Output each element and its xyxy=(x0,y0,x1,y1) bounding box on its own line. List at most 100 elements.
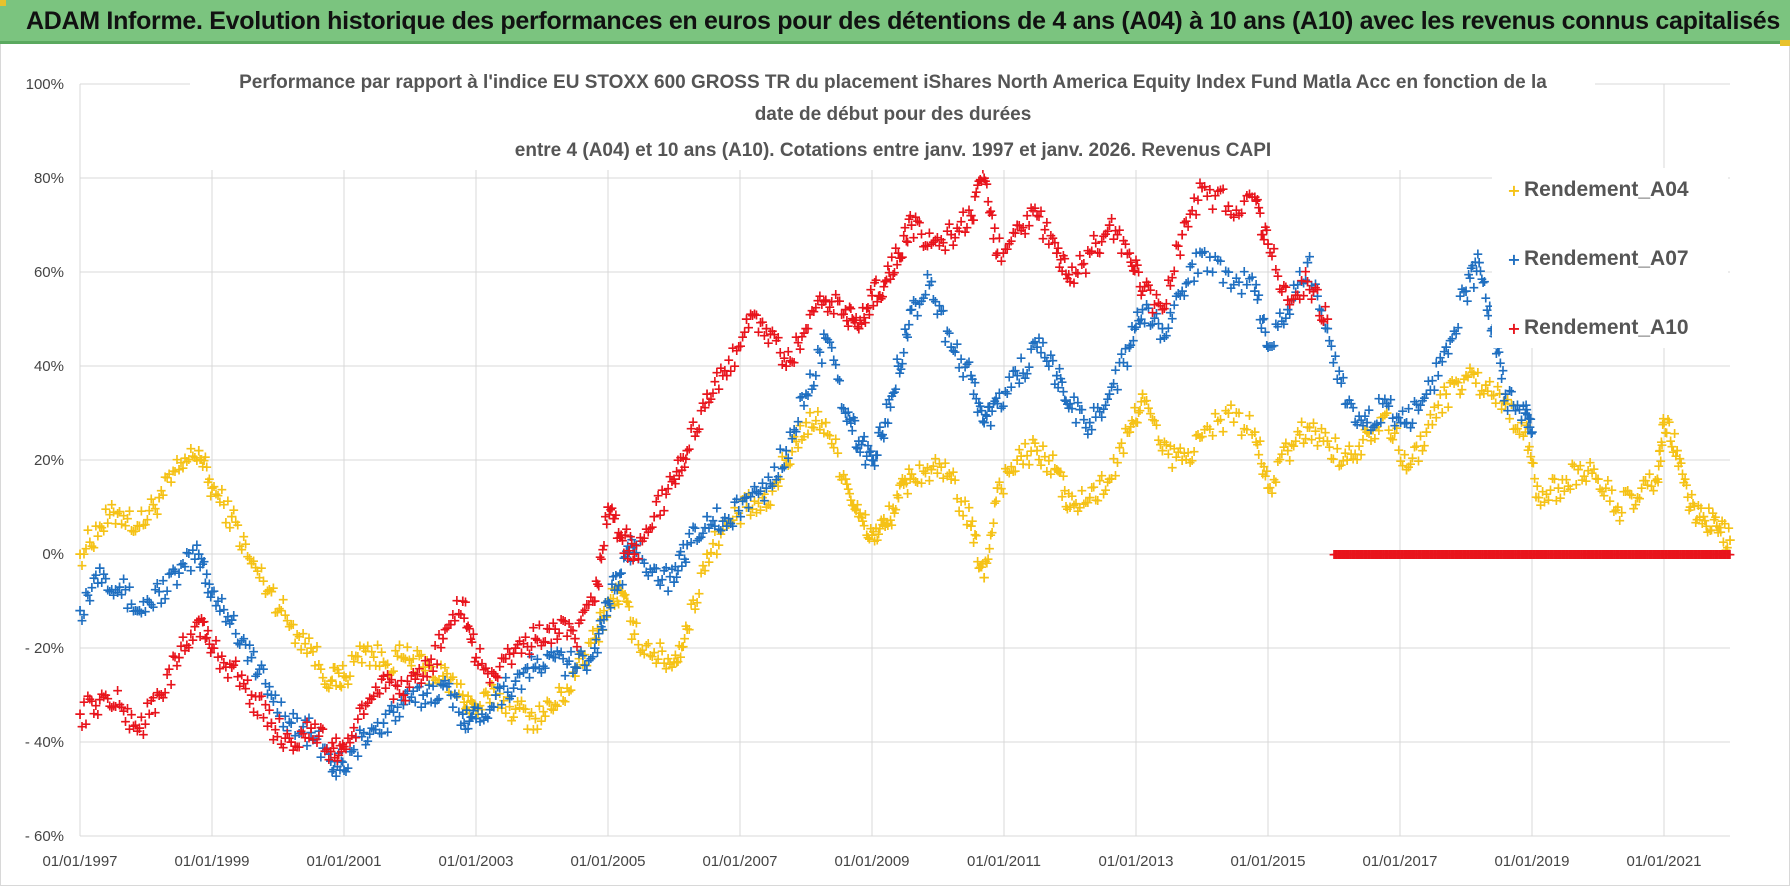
data-point: + xyxy=(198,453,210,469)
data-point: + xyxy=(1141,393,1153,409)
data-point: + xyxy=(1678,475,1690,491)
data-point: + xyxy=(287,617,299,633)
y-tick-label: 100% xyxy=(26,76,64,93)
data-point: + xyxy=(842,481,854,497)
data-point: + xyxy=(764,497,776,513)
data-point: + xyxy=(904,471,916,487)
data-point: + xyxy=(307,733,319,749)
data-point: + xyxy=(1304,249,1316,265)
data-point: + xyxy=(622,595,634,611)
data-point: + xyxy=(226,611,239,629)
data-point: + xyxy=(1259,469,1271,485)
data-point: + xyxy=(106,582,118,598)
data-point: + xyxy=(581,658,593,674)
data-point: + xyxy=(1519,423,1532,441)
data-point: + xyxy=(719,513,731,529)
data-point: + xyxy=(549,695,562,713)
data-point: + xyxy=(1656,438,1668,454)
data-point: + xyxy=(94,517,107,535)
x-tick-label: 01/01/2011 xyxy=(967,853,1041,870)
data-point: + xyxy=(985,418,997,434)
data-point: + xyxy=(96,520,108,536)
data-point: + xyxy=(723,511,735,527)
data-point: + xyxy=(1080,265,1092,281)
data-point: + xyxy=(607,569,619,585)
data-point: + xyxy=(1059,483,1071,499)
data-point: + xyxy=(853,507,866,525)
data-point: + xyxy=(461,702,473,718)
data-point: + xyxy=(1106,471,1118,487)
data-point: + xyxy=(185,563,197,579)
data-point: + xyxy=(356,655,368,671)
data-point: + xyxy=(1428,399,1440,415)
data-point: + xyxy=(518,665,530,681)
data-point: + xyxy=(685,597,697,613)
data-point: + xyxy=(844,486,856,502)
data-point: + xyxy=(654,578,666,594)
data-point: + xyxy=(228,608,240,624)
data-point: + xyxy=(565,682,577,698)
data-point: + xyxy=(1051,460,1064,478)
data-point: + xyxy=(786,444,798,460)
data-point: + xyxy=(1188,444,1200,460)
data-point: + xyxy=(1602,473,1614,489)
data-point: + xyxy=(1064,395,1077,413)
data-point: + xyxy=(240,637,252,653)
data-point: + xyxy=(1266,485,1278,501)
data-point: + xyxy=(1162,446,1174,462)
data-point: + xyxy=(92,575,104,591)
data-point: + xyxy=(425,659,437,675)
data-point: + xyxy=(1123,423,1136,441)
data-point: + xyxy=(905,301,918,319)
data-point: + xyxy=(1460,282,1473,300)
data-point: + xyxy=(1631,489,1644,507)
data-point: + xyxy=(599,595,611,611)
data-point: + xyxy=(1640,473,1652,489)
data-point: + xyxy=(662,584,674,600)
data-point: + xyxy=(928,459,940,475)
data-point: + xyxy=(941,468,953,484)
data-point: + xyxy=(896,471,908,487)
data-point: + xyxy=(1268,241,1280,257)
data-point: + xyxy=(222,609,234,625)
data-point: + xyxy=(592,621,604,637)
data-point: + xyxy=(232,518,244,534)
data-point: + xyxy=(1476,383,1488,399)
data-point: + xyxy=(238,631,250,647)
data-point: + xyxy=(1564,481,1576,497)
data-point: + xyxy=(978,569,991,587)
data-point: + xyxy=(1419,438,1431,454)
data-point: + xyxy=(1644,467,1656,483)
data-point: + xyxy=(175,557,187,573)
data-point: + xyxy=(197,459,209,475)
data-point: + xyxy=(1300,264,1312,280)
banner-corner-right xyxy=(1780,40,1790,46)
data-point: + xyxy=(382,725,394,741)
data-point: + xyxy=(676,559,688,575)
data-point: + xyxy=(208,584,220,600)
data-point: + xyxy=(281,723,293,739)
data-point: + xyxy=(735,516,747,532)
data-point: + xyxy=(933,456,945,472)
data-point: + xyxy=(1178,446,1190,462)
data-point: + xyxy=(1723,521,1735,537)
data-point: + xyxy=(763,497,775,513)
data-point: + xyxy=(1135,394,1147,410)
data-point: + xyxy=(802,426,814,442)
data-point: + xyxy=(462,721,474,737)
data-point: + xyxy=(1060,499,1072,515)
data-point: + xyxy=(524,670,536,686)
data-point: + xyxy=(757,490,769,506)
data-point: + xyxy=(1253,287,1265,303)
data-point: + xyxy=(1337,453,1349,469)
data-point: + xyxy=(132,518,144,534)
data-point: + xyxy=(216,591,228,607)
data-point: + xyxy=(1045,466,1057,482)
data-point: + xyxy=(1371,419,1383,435)
data-point: + xyxy=(929,451,941,467)
data-point: + xyxy=(1541,487,1553,503)
data-point: + xyxy=(1143,401,1155,417)
data-point: + xyxy=(419,696,431,712)
data-point: + xyxy=(968,535,980,551)
data-point: + xyxy=(1064,498,1077,516)
